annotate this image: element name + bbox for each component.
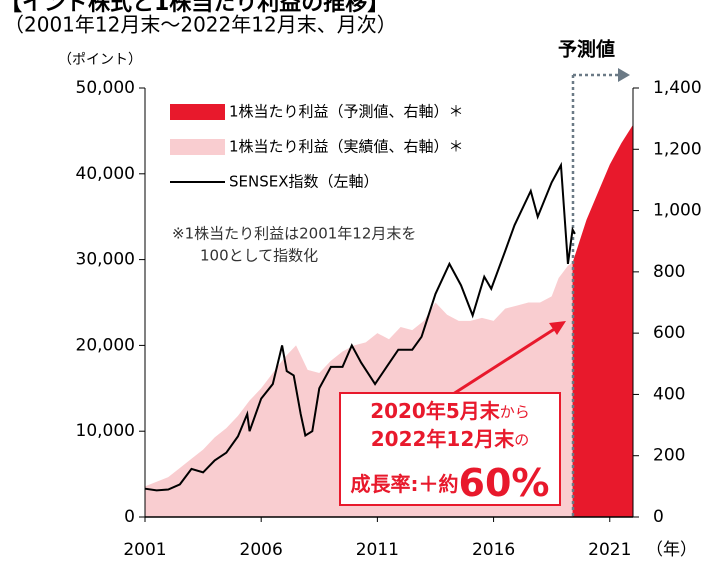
tick-label: 2011	[356, 540, 399, 560]
tick-label: 30,000	[76, 250, 135, 270]
tick-label: 50,000	[76, 78, 135, 98]
annotation-part: 2020年5月末	[370, 399, 501, 423]
annotation-part: 2022年12月末	[371, 427, 515, 451]
forecast-label: 予測値	[558, 38, 615, 61]
tick-label: 40,000	[76, 164, 135, 184]
y-axis-label: （ポイント）	[58, 52, 142, 68]
tick-label: 600	[653, 323, 685, 343]
tick-label: 200	[653, 446, 685, 466]
tick-label: 2001	[123, 540, 166, 560]
chart-subtitle: （2001年12月末～2022年12月末、月次）	[4, 13, 397, 37]
tick-label: 0	[124, 507, 135, 527]
annotation-text: 2022年12月末の	[371, 427, 530, 451]
annotation-part: の	[514, 431, 529, 449]
tick-label: 2006	[240, 540, 283, 560]
annotation-part: 60%	[459, 461, 550, 505]
note: ※1株当たり利益は2001年12月末を	[172, 225, 416, 243]
annotation-text: 2020年5月末から	[370, 399, 530, 423]
tick-label: 1,400	[653, 78, 702, 98]
legend-label: 1株当たり利益（実績値、右軸）＊	[229, 138, 464, 156]
annotation-part: から	[500, 403, 530, 421]
tick-label: 400	[653, 384, 685, 404]
tick-label: 2021	[588, 540, 631, 560]
legend-swatch	[170, 139, 225, 155]
tick-label: 800	[653, 262, 685, 282]
annotation-part: 成長率:＋約	[351, 472, 459, 496]
tick-label: 10,000	[76, 421, 135, 441]
tick-label: 1,000	[653, 201, 702, 221]
chart-title: 【インド株式と1株当たり利益の推移】	[0, 0, 389, 16]
area	[572, 124, 633, 518]
annotation-text: 成長率:＋約60%	[351, 461, 550, 505]
legend-label: SENSEX指数（左軸）	[229, 173, 379, 191]
legend-label: 1株当たり利益（予測値、右軸）＊	[229, 103, 464, 121]
tick-label: 1,200	[653, 139, 702, 159]
annotation-arrowhead	[549, 321, 566, 335]
x-axis-label: （年）	[646, 540, 697, 560]
line	[144, 161, 576, 492]
tick-label: 20,000	[76, 335, 135, 355]
annotation-arrow	[449, 326, 557, 398]
note: 100として指数化	[200, 247, 318, 265]
forecast-arrowhead	[618, 68, 630, 82]
tick-label: 0	[653, 507, 664, 527]
tick-label: 2016	[472, 540, 515, 560]
annotation-box	[339, 392, 561, 506]
legend-swatch	[170, 104, 225, 120]
